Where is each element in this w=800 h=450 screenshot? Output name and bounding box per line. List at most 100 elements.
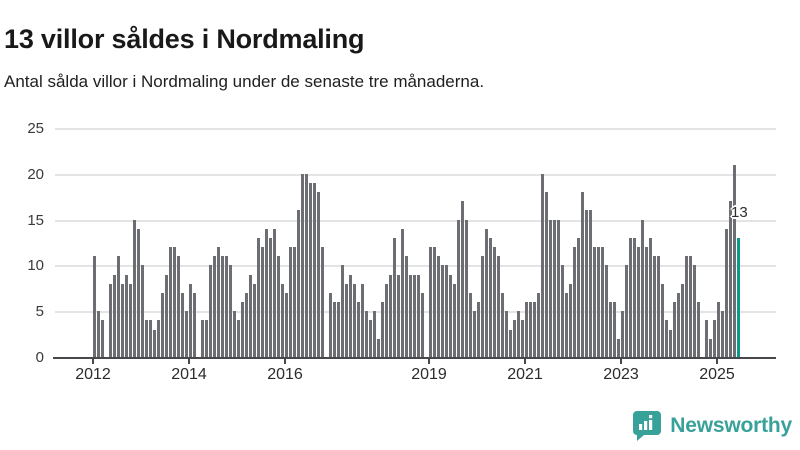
bar [113,275,116,357]
x-axis-tick [428,358,430,364]
y-tick-label: 5 [35,303,44,320]
bar [697,302,700,357]
bar [465,220,468,357]
bar [381,302,384,357]
bar [609,302,612,357]
x-tick-label: 2016 [267,366,303,383]
x-tick-label: 2025 [699,366,735,383]
bar [133,220,136,357]
bar [581,192,584,357]
bar [517,311,520,357]
bar [313,183,316,357]
bar [605,265,608,357]
bar [337,302,340,357]
bar [97,311,100,357]
gridline [55,174,776,176]
bar [385,284,388,357]
bar [109,284,112,357]
bar [665,320,668,357]
bar [473,311,476,357]
y-tick-label: 10 [27,257,44,274]
bar [293,247,296,357]
bar [537,293,540,357]
bar [153,330,156,357]
chart-subtitle: Antal sålda villor i Nordmaling under de… [4,72,485,91]
bar [577,238,580,357]
bar [221,256,224,357]
bar [481,256,484,357]
x-axis-tick [284,358,286,364]
bar [373,311,376,357]
bar [317,192,320,357]
bar [181,293,184,357]
bar [345,284,348,357]
bar [693,265,696,357]
bar [145,320,148,357]
highlighted-bar [737,238,740,357]
bar [225,256,228,357]
bar [265,229,268,357]
bar [417,275,420,357]
bar [217,247,220,357]
bar [361,284,364,357]
bar [249,275,252,357]
bar [437,256,440,357]
bar [201,320,204,357]
bar [525,302,528,357]
x-axis-tick [716,358,718,364]
bar [653,256,656,357]
x-axis-tick [524,358,526,364]
bar [349,275,352,357]
bar [729,201,732,357]
bar [209,265,212,357]
bar [565,293,568,357]
bar [457,220,460,357]
x-tick-label: 2023 [603,366,639,383]
bar [713,320,716,357]
bar [281,284,284,357]
bar [401,229,404,357]
bar [597,247,600,357]
bar [333,302,336,357]
gridline [55,220,776,222]
bar [533,302,536,357]
bar [725,229,728,357]
bar [205,320,208,357]
x-axis-line [53,357,776,359]
bar [497,256,500,357]
bar [161,293,164,357]
bar [397,275,400,357]
bar [645,247,648,357]
bar [657,256,660,357]
bar [429,247,432,357]
bar [301,174,304,357]
bar [93,256,96,357]
x-axis-tick [92,358,94,364]
bar [661,284,664,357]
bar [545,192,548,357]
bar [601,247,604,357]
bar [509,330,512,357]
bar [125,275,128,357]
bar [709,339,712,357]
last-value-label: 13 [731,204,748,221]
bar [261,247,264,357]
bar [329,293,332,357]
bar [409,275,412,357]
bar [681,284,684,357]
bar [453,284,456,357]
bar [637,247,640,357]
bar [469,293,472,357]
bar [733,165,736,357]
bar [413,275,416,357]
bar [449,275,452,357]
brand-name: Newsworthy [670,414,792,437]
bar [117,256,120,357]
y-tick-label: 20 [27,166,44,183]
bar [549,220,552,357]
bar [377,339,380,357]
bar [341,265,344,357]
bar [241,302,244,357]
x-tick-label: 2012 [75,366,111,383]
